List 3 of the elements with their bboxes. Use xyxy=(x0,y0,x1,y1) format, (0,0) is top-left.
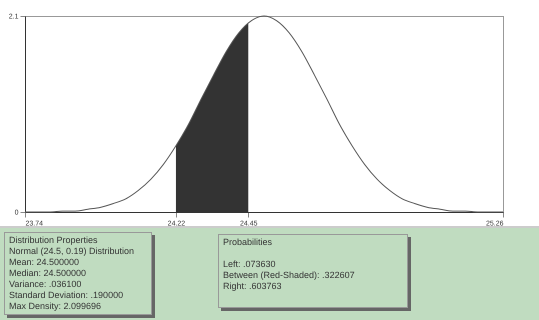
text: Distribution Properties Normal (24.5, 0.19) Distribution Mean: 24.500000 Median: 24.500000 Variance: .036100 Standard Deviation: .190000 Max Density: 2.099696 xyxy=(4,232,152,315)
text: Probabilities Left: .073630 Between (Red-Shaded): .322607 Right: .603763 xyxy=(223,237,355,291)
line-series xyxy=(24,16,504,212)
